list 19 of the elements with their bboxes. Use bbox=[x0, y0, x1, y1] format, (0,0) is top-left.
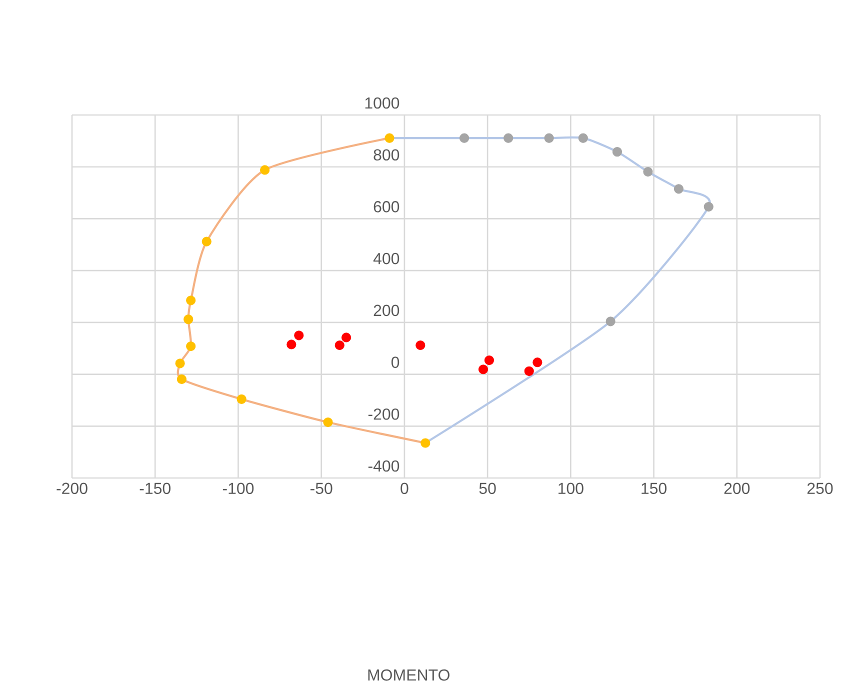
x-tick-label: 150 bbox=[642, 482, 667, 494]
y-tick-label: 1000 bbox=[365, 97, 400, 109]
y-tick-label: 0 bbox=[391, 356, 400, 368]
text: MOMENTO bbox=[368, 669, 450, 681]
y-tick-label: 200 bbox=[374, 304, 400, 316]
x-tick-label: 0 bbox=[400, 482, 408, 494]
x-tick-label: -150 bbox=[140, 482, 171, 494]
x-tick-label: -50 bbox=[310, 482, 332, 494]
x-tick-label: 100 bbox=[558, 482, 584, 494]
x-tick-label: -200 bbox=[56, 482, 88, 494]
x-tick-label: 250 bbox=[807, 482, 833, 494]
y-tick-label: 400 bbox=[373, 252, 400, 264]
y-tick-label: -400 bbox=[368, 460, 400, 472]
x-tick-label: 50 bbox=[479, 482, 496, 494]
y-tick-label: -200 bbox=[368, 408, 400, 420]
x-tick-label: 200 bbox=[724, 482, 750, 494]
y-tick-label: 800 bbox=[374, 149, 400, 161]
x-tick-label: -100 bbox=[222, 482, 254, 494]
y-tick-label: 600 bbox=[374, 201, 400, 212]
